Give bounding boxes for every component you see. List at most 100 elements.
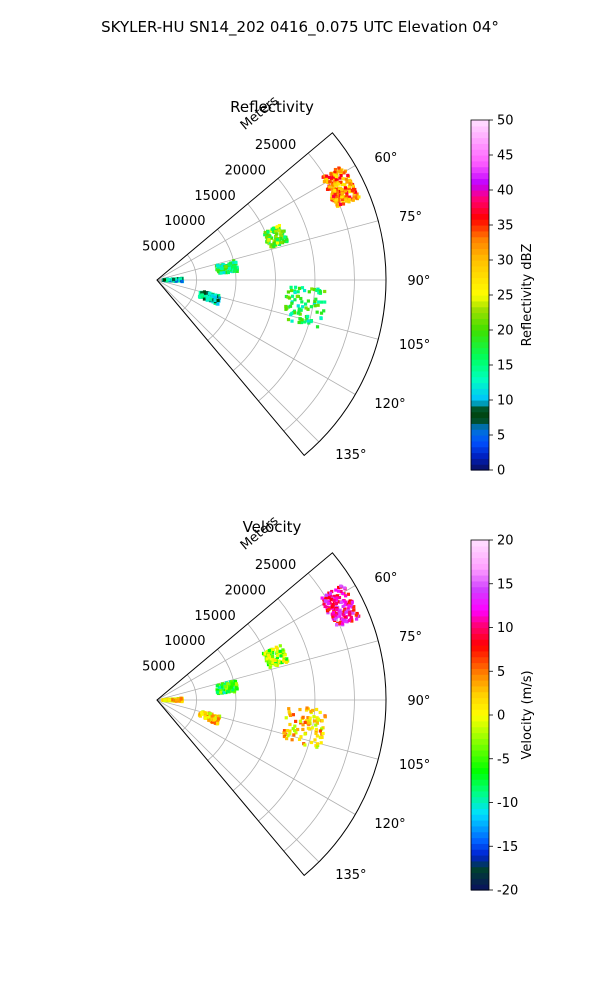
radar-gate	[325, 180, 329, 184]
radar-gate	[308, 716, 312, 720]
radar-gate	[313, 301, 317, 306]
radar-gate	[347, 618, 352, 623]
radar-gate	[282, 729, 287, 733]
colorbar-segment	[471, 761, 489, 769]
radar-gate	[281, 229, 285, 233]
radar-gate	[317, 291, 321, 295]
colorbar-segment	[471, 440, 489, 448]
radar-gate	[165, 697, 169, 702]
radial-gridline	[232, 203, 276, 372]
colorbar-segment	[471, 732, 489, 739]
radar-gate	[278, 644, 282, 648]
radar-gate	[335, 194, 339, 198]
radar-gate	[332, 594, 337, 598]
radar-gate	[287, 710, 291, 714]
radar-gate	[346, 592, 350, 596]
radar-gate	[230, 265, 234, 269]
angular-tick-label: 105°	[399, 338, 430, 353]
radar-gate	[278, 659, 282, 663]
radar-gate	[322, 309, 326, 313]
radar-gate	[350, 619, 354, 623]
radar-gate	[281, 648, 285, 652]
radar-gate	[283, 731, 287, 735]
radar-gate	[352, 608, 356, 612]
radar-gate	[341, 202, 346, 206]
radar-gate	[354, 613, 358, 617]
radar-gate	[293, 290, 297, 295]
radar-gate	[229, 268, 233, 272]
radar-gate	[338, 202, 343, 207]
radar-gate	[323, 300, 327, 304]
radar-gate	[220, 685, 224, 689]
radar-gate	[348, 182, 352, 186]
colorbar-segment	[471, 207, 489, 214]
polar-frame	[156, 552, 387, 877]
radar-gate	[338, 614, 342, 618]
colorbar-segment	[471, 335, 489, 343]
radar-gate	[306, 314, 310, 319]
radar-gate	[295, 294, 299, 298]
radar-gate	[334, 601, 338, 606]
colorbar-segment	[471, 271, 489, 279]
radar-gate	[230, 682, 234, 686]
radar-gate	[314, 731, 318, 735]
radar-gate	[323, 178, 327, 182]
radar-gate	[179, 277, 183, 281]
radar-gate	[288, 729, 292, 733]
colorbar-segment	[471, 738, 489, 745]
radar-gate	[300, 300, 304, 304]
radar-gate	[294, 719, 298, 724]
radar-gate	[271, 661, 275, 665]
radar-gate	[333, 167, 338, 172]
radar-gate	[215, 721, 220, 726]
radar-gate	[234, 260, 238, 265]
radar-gate	[286, 305, 291, 309]
radar-gate	[341, 599, 345, 603]
radar-gate	[316, 303, 320, 307]
colorbar-segment	[471, 621, 489, 629]
colorbar-segment	[471, 195, 489, 203]
radar-gate	[347, 200, 351, 204]
radar-gate	[235, 267, 239, 271]
radar-gate	[173, 277, 177, 281]
radar-gate	[174, 279, 178, 283]
radar-gate	[298, 719, 303, 723]
colorbar-segment	[471, 592, 489, 599]
radar-gate	[277, 242, 282, 246]
colorbar-segment	[471, 808, 489, 815]
radial-tick-label: 15000	[194, 609, 235, 624]
radar-gate	[351, 184, 355, 188]
colorbar-segment	[471, 347, 489, 354]
radar-gate	[348, 190, 352, 194]
radar-gate	[273, 658, 277, 663]
colorbar-tick-label: -20	[497, 884, 518, 899]
radar-gate	[348, 601, 352, 605]
colorbar-tick-label: 30	[497, 254, 514, 269]
colorbar-segment	[471, 446, 489, 454]
colorbar-segment	[471, 417, 489, 424]
radar-gate	[339, 584, 343, 588]
colorbar-segment	[471, 849, 489, 856]
colorbar-tick-label: 20	[497, 534, 514, 549]
radar-gate	[332, 598, 336, 603]
radar-gate	[332, 177, 336, 181]
radar-gate	[223, 684, 227, 689]
angular-gridline	[156, 220, 379, 281]
radar-gate	[217, 296, 221, 300]
radar-gate	[335, 623, 339, 627]
colorbar-segment	[471, 376, 489, 384]
radar-gate	[350, 600, 354, 604]
radar-gate	[235, 684, 239, 688]
angular-gridline	[156, 640, 379, 701]
radar-gate	[343, 618, 347, 622]
radar-gate	[284, 660, 288, 664]
radar-gate	[338, 180, 342, 184]
radar-gate	[293, 311, 297, 315]
radar-gate	[232, 682, 236, 686]
radar-gate	[167, 277, 171, 282]
radar-gate	[345, 193, 349, 197]
radar-gate	[284, 294, 289, 299]
radar-gate	[327, 175, 332, 180]
radar-gate	[202, 297, 207, 301]
radar-gate	[314, 744, 318, 748]
